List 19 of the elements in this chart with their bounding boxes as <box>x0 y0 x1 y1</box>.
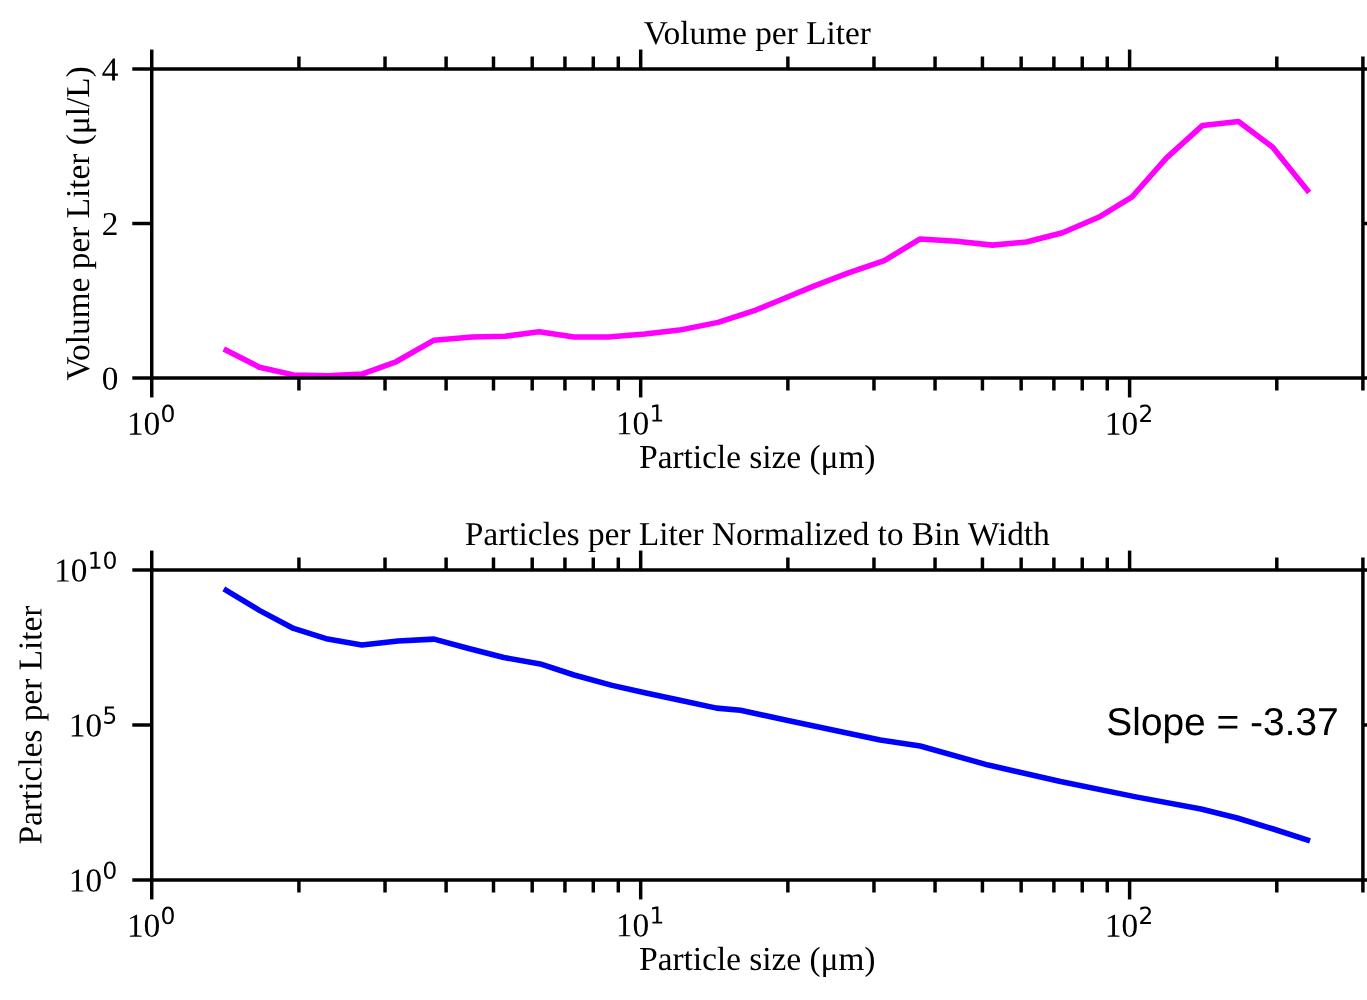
y-axis-title: Volume per Liter (μl/L) <box>65 67 97 381</box>
y-tick-label: 2 <box>103 212 117 236</box>
x-tick-label: 10$^{2}$ <box>1107 906 1151 937</box>
x-tick-label: 10$^{0}$ <box>129 906 174 937</box>
x-tick-label: 10$^{1}$ <box>618 404 663 435</box>
x-axis-title: Particle size (μm) <box>640 946 874 978</box>
y-tick-label: 0 <box>103 367 118 390</box>
y-axis-title: Particles per Liter <box>18 605 49 844</box>
x-tick-label: 10$^{2}$ <box>1107 404 1151 435</box>
y-tick-label: 10$^{5}$ <box>71 706 116 737</box>
x-tick-label: 10$^{0}$ <box>129 404 174 435</box>
y-tick-label: 4 <box>102 58 118 81</box>
x-tick-label: 10$^{1}$ <box>618 906 663 937</box>
y-tick-label: 10$^{10}$ <box>57 551 116 582</box>
y-tick-label: 10$^{0}$ <box>71 861 116 892</box>
chart-title: Particles per Liter Normalized to Bin Width <box>465 521 1050 553</box>
chart-title: Volume per Liter <box>644 20 871 52</box>
annotation: Slope = -3.37 <box>1108 706 1337 744</box>
x-axis-title: Particle size (μm) <box>640 444 874 476</box>
